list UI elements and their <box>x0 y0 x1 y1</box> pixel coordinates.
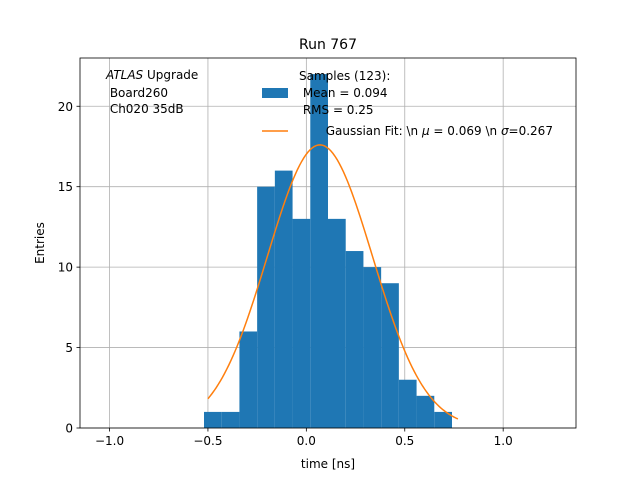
chart-title: Run 767 <box>299 37 357 53</box>
legend-hist-line1: Samples (123): <box>299 69 390 83</box>
y-tick-label: 20 <box>58 100 73 114</box>
axes-frame <box>79 57 577 429</box>
axis-ticks: −1.0 −0.5 0.0 0.5 1.0 0 5 10 15 20 <box>58 100 513 448</box>
x-tick-label: −0.5 <box>193 434 222 448</box>
legend-hist-swatch <box>262 88 288 98</box>
svg-text:ATLAS Upgrade: ATLAS Upgrade <box>105 68 198 82</box>
x-tick-label: 0.0 <box>297 434 316 448</box>
histogram-bar <box>274 170 293 428</box>
gaussian-fit-curve <box>207 144 459 420</box>
histogram-bar <box>345 251 364 428</box>
y-tick-label: 0 <box>65 422 73 436</box>
histogram-bar <box>434 411 452 428</box>
annotation-line1-rest: Upgrade <box>143 68 198 82</box>
histogram-bars <box>204 74 452 428</box>
atlas-annotation: ATLAS Upgrade Board260 Ch020 35dB <box>105 68 198 116</box>
legend-fit-label-c: =0.267 <box>509 124 553 138</box>
legend-fit-mu: μ <box>421 124 430 138</box>
x-tick-label: 0.5 <box>395 434 414 448</box>
histogram-bar <box>328 218 346 428</box>
annotation-line2: Board260 <box>106 86 168 100</box>
histogram-bar <box>381 283 399 428</box>
legend-fit-label-b: = 0.069 \n <box>430 124 501 138</box>
x-axis-label: time [ns] <box>301 457 355 471</box>
x-tick-label: −1.0 <box>95 434 124 448</box>
histogram-bar <box>292 218 311 428</box>
histogram-bar <box>363 267 382 428</box>
histogram-bar <box>398 379 417 428</box>
histogram-bar <box>310 74 328 428</box>
y-axis-label: Entries <box>33 222 47 264</box>
svg-text:Gaussian Fit: \n μ = 0.069 \n: Gaussian Fit: \n μ = 0.069 \n σ=0.267 <box>299 124 572 138</box>
y-tick-label: 5 <box>65 341 73 355</box>
histogram-bar <box>239 331 258 428</box>
annotation-line3: Ch020 35dB <box>106 102 184 116</box>
histogram-bar <box>416 395 435 428</box>
legend-fit-label-a: Gaussian Fit: \n <box>326 124 422 138</box>
histogram-bar <box>221 411 240 428</box>
y-tick-label: 10 <box>58 261 73 275</box>
histogram-bar <box>257 186 275 428</box>
x-tick-label: 1.0 <box>494 434 513 448</box>
histogram-bar <box>204 411 222 428</box>
gaussian-fit-layer <box>207 144 459 420</box>
atlas-label: ATLAS <box>105 68 144 82</box>
legend-fit-sigma: σ <box>501 124 509 138</box>
y-tick-label: 15 <box>58 180 73 194</box>
legend-hist-line3: RMS = 0.25 <box>299 103 374 117</box>
legend: Samples (123): Mean = 0.094 RMS = 0.25 G… <box>262 69 572 138</box>
legend-hist-line2: Mean = 0.094 <box>299 86 388 100</box>
